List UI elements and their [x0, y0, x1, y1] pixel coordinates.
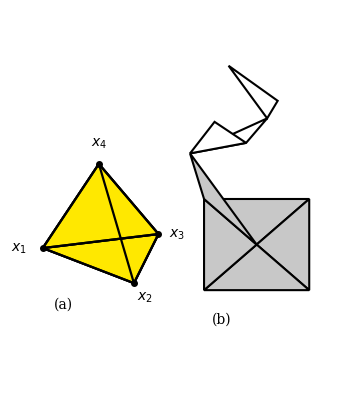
Polygon shape: [204, 199, 257, 290]
Polygon shape: [204, 245, 309, 290]
Text: (a): (a): [54, 297, 73, 311]
Polygon shape: [99, 164, 158, 283]
Polygon shape: [190, 123, 246, 154]
Text: $x_4$: $x_4$: [91, 136, 107, 150]
Polygon shape: [43, 164, 158, 249]
Polygon shape: [228, 66, 278, 119]
Polygon shape: [190, 154, 257, 245]
Text: (b): (b): [212, 311, 231, 325]
Polygon shape: [257, 199, 309, 290]
Polygon shape: [43, 235, 158, 283]
Polygon shape: [204, 199, 309, 245]
Text: $x_1$: $x_1$: [11, 241, 27, 256]
Polygon shape: [43, 164, 134, 283]
Text: $x_2$: $x_2$: [137, 290, 153, 305]
Polygon shape: [190, 119, 267, 154]
Text: $x_3$: $x_3$: [169, 227, 185, 242]
